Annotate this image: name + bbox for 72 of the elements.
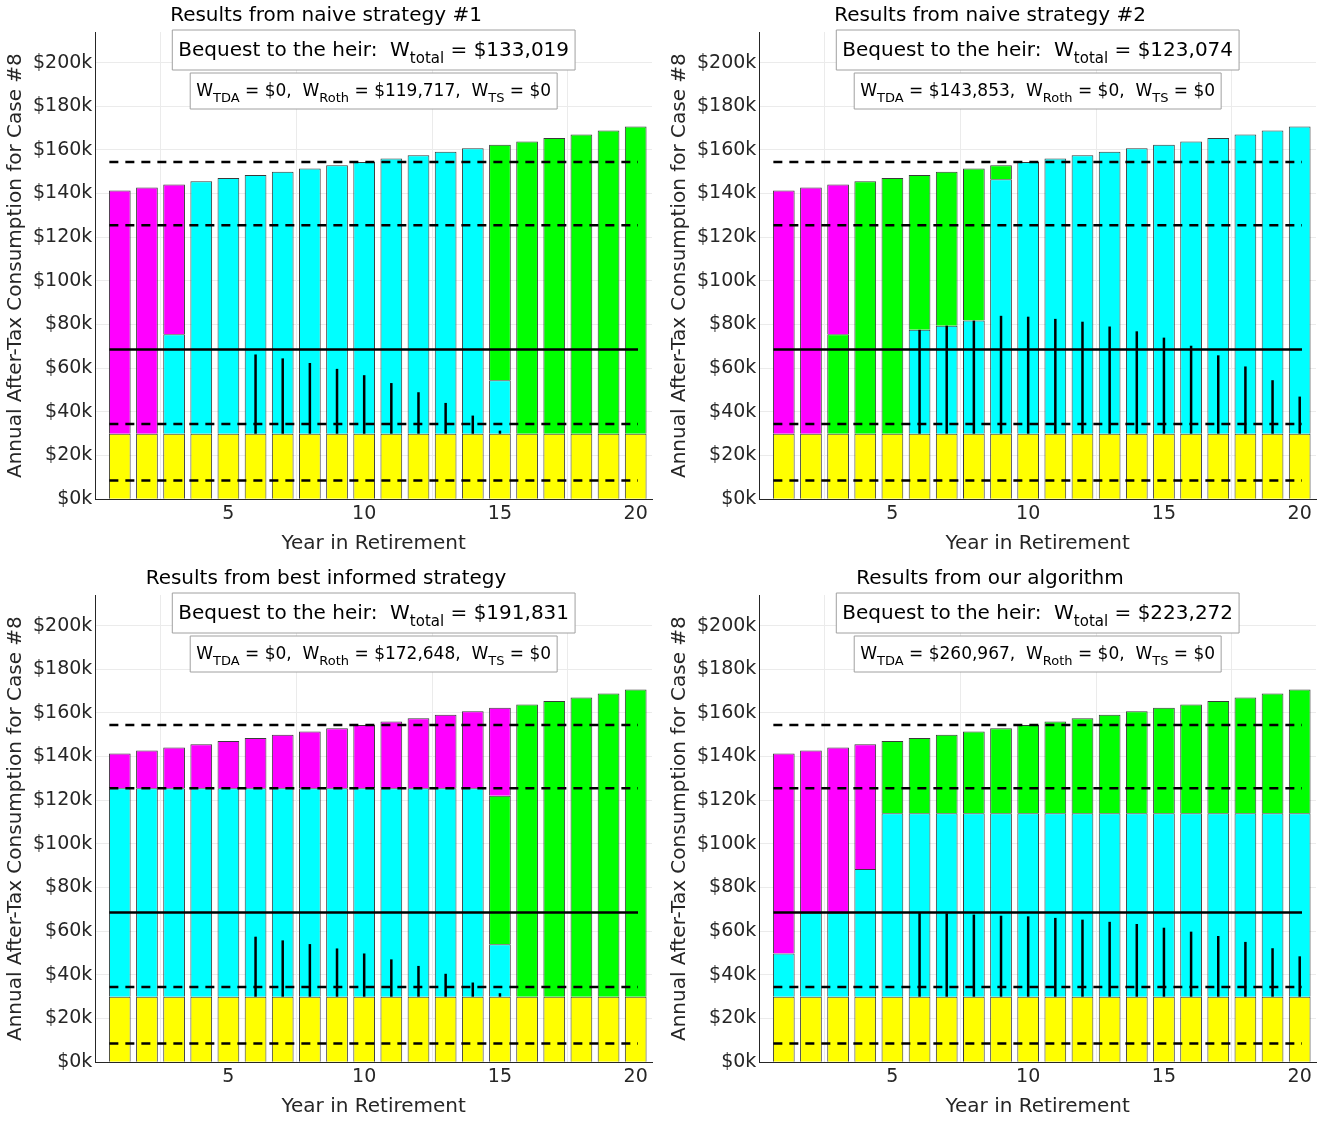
y-tick-label: $120k bbox=[697, 224, 757, 247]
y-tick-label: $80k bbox=[45, 311, 93, 334]
y-tick-label: $160k bbox=[33, 136, 93, 159]
x-tick-label: 15 bbox=[487, 500, 513, 523]
y-tick-label: $60k bbox=[709, 918, 757, 941]
y-tick-label: $100k bbox=[33, 830, 93, 853]
y-tick-label: $180k bbox=[33, 93, 93, 116]
x-axis-title: Year in Retirement bbox=[944, 1093, 1131, 1118]
y-tick-label: $160k bbox=[33, 699, 93, 722]
y-tick-label: $200k bbox=[697, 612, 757, 635]
y-tick-label: $20k bbox=[45, 1005, 93, 1028]
x-tick-label: 10 bbox=[1016, 500, 1041, 523]
chart-title: Results from best informed strategy bbox=[145, 565, 507, 590]
y-tick-label: $20k bbox=[45, 442, 93, 465]
y-tick-label: $140k bbox=[697, 180, 757, 203]
x-tick-label: 5 bbox=[222, 500, 235, 523]
y-tick-label: $80k bbox=[709, 311, 757, 334]
x-tick-label: 20 bbox=[1287, 500, 1312, 523]
y-tick-label: $0k bbox=[57, 1049, 93, 1072]
y-tick-label: $40k bbox=[709, 398, 757, 421]
y-tick-label: $160k bbox=[697, 136, 757, 159]
chart-title: Results from naive strategy #2 bbox=[834, 2, 1146, 27]
x-tick-label: 5 bbox=[222, 1063, 235, 1086]
x-tick-label: 10 bbox=[352, 1063, 377, 1086]
y-tick-label: $120k bbox=[697, 787, 757, 810]
x-axis-title: Year in Retirement bbox=[944, 530, 1131, 555]
x-tick-label: 5 bbox=[886, 500, 899, 523]
x-tick-label: 15 bbox=[487, 1063, 513, 1086]
y-tick-label: $60k bbox=[709, 355, 757, 378]
y-tick-label: $160k bbox=[697, 699, 757, 722]
y-tick-label: $0k bbox=[57, 486, 93, 509]
y-tick-label: $140k bbox=[697, 743, 757, 766]
y-axis-title: Annual After-Tax Consumption for Case #8 bbox=[2, 53, 27, 479]
y-axis-title: Annual After-Tax Consumption for Case #8 bbox=[2, 616, 27, 1042]
x-tick-label: 20 bbox=[623, 1063, 648, 1086]
y-tick-label: $0k bbox=[721, 1049, 757, 1072]
x-tick-label: 15 bbox=[1151, 1063, 1177, 1086]
x-axis-title: Year in Retirement bbox=[280, 1093, 467, 1118]
y-tick-label: $40k bbox=[709, 961, 757, 984]
y-axis-title: Annual After-Tax Consumption for Case #8 bbox=[666, 53, 691, 479]
x-tick-label: 5 bbox=[886, 1063, 899, 1086]
y-tick-label: $100k bbox=[697, 830, 757, 853]
y-tick-label: $180k bbox=[697, 93, 757, 116]
x-tick-label: 15 bbox=[1151, 500, 1177, 523]
x-tick-label: 10 bbox=[352, 500, 377, 523]
x-axis-title: Year in Retirement bbox=[280, 530, 467, 555]
y-tick-label: $140k bbox=[33, 180, 93, 203]
chart-title: Results from naive strategy #1 bbox=[170, 2, 482, 27]
x-tick-label: 10 bbox=[1016, 1063, 1041, 1086]
y-tick-label: $60k bbox=[45, 918, 93, 941]
y-tick-label: $120k bbox=[33, 787, 93, 810]
y-tick-label: $100k bbox=[697, 267, 757, 290]
y-tick-label: $180k bbox=[33, 656, 93, 679]
x-tick-label: 20 bbox=[1287, 1063, 1312, 1086]
y-tick-label: $0k bbox=[721, 486, 757, 509]
y-tick-label: $40k bbox=[45, 398, 93, 421]
y-tick-label: $200k bbox=[697, 49, 757, 72]
y-tick-label: $20k bbox=[709, 442, 757, 465]
y-tick-label: $200k bbox=[33, 612, 93, 635]
y-tick-label: $100k bbox=[33, 267, 93, 290]
y-tick-label: $80k bbox=[45, 874, 93, 897]
x-tick-label: 20 bbox=[623, 500, 648, 523]
y-tick-label: $200k bbox=[33, 49, 93, 72]
chart-title: Results from our algorithm bbox=[856, 565, 1124, 590]
y-tick-label: $120k bbox=[33, 224, 93, 247]
y-tick-label: $40k bbox=[45, 961, 93, 984]
y-tick-label: $140k bbox=[33, 743, 93, 766]
y-tick-label: $20k bbox=[709, 1005, 757, 1028]
y-tick-label: $80k bbox=[709, 874, 757, 897]
y-tick-label: $180k bbox=[697, 656, 757, 679]
y-axis-title: Annual After-Tax Consumption for Case #8 bbox=[666, 616, 691, 1042]
y-tick-label: $60k bbox=[45, 355, 93, 378]
